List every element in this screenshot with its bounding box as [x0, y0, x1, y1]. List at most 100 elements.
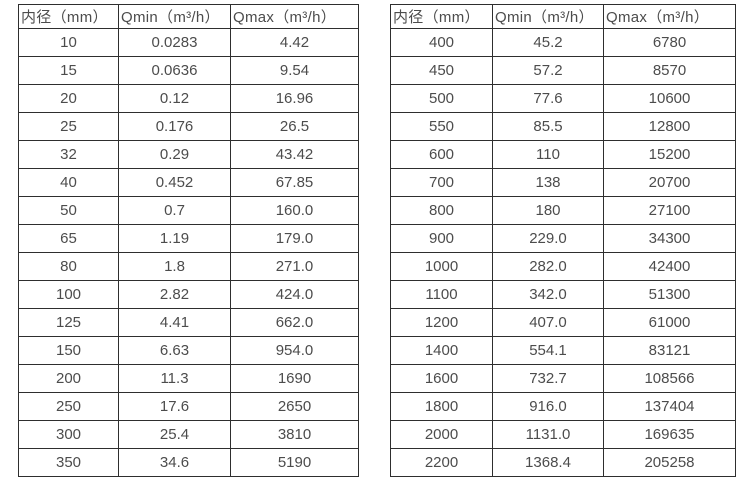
table-row: 900 229.0 34300 — [390, 224, 736, 253]
diameter-cell: 50 — [18, 196, 119, 225]
table-row: 1800 916.0 137404 — [390, 392, 736, 421]
table-row: 600 110 15200 — [390, 140, 736, 169]
table-row: 1100 342.0 51300 — [390, 280, 736, 309]
table-row: 400 45.2 6780 — [390, 28, 736, 57]
qmax-cell: 662.0 — [230, 308, 359, 337]
qmin-cell: 0.0283 — [118, 28, 231, 57]
diameter-cell: 200 — [18, 364, 119, 393]
qmax-cell: 51300 — [603, 280, 736, 309]
table-row: 2200 1368.4 205258 — [390, 448, 736, 477]
qmin-cell: 1368.4 — [492, 448, 604, 477]
table-row: 10 0.0283 4.42 — [18, 28, 359, 57]
table-row: 40 0.452 67.85 — [18, 168, 359, 197]
diameter-cell: 15 — [18, 56, 119, 85]
qmin-cell: 85.5 — [492, 112, 604, 141]
table-row: 50 0.7 160.0 — [18, 196, 359, 225]
qmin-cell: 282.0 — [492, 252, 604, 281]
diameter-cell: 550 — [390, 112, 493, 141]
table-row: 1400 554.1 83121 — [390, 336, 736, 365]
diameter-cell: 600 — [390, 140, 493, 169]
qmin-cell: 0.12 — [118, 84, 231, 113]
diameter-cell: 1800 — [390, 392, 493, 421]
qmin-cell: 138 — [492, 168, 604, 197]
column-header-diameter: 内径（mm） — [18, 4, 119, 29]
qmax-cell: 3810 — [230, 420, 359, 449]
qmin-cell: 34.6 — [118, 448, 231, 477]
qmax-cell: 26.5 — [230, 112, 359, 141]
qmin-cell: 229.0 — [492, 224, 604, 253]
diameter-cell: 1200 — [390, 308, 493, 337]
qmin-cell: 77.6 — [492, 84, 604, 113]
qmax-cell: 61000 — [603, 308, 736, 337]
qmax-cell: 83121 — [603, 336, 736, 365]
qmax-cell: 42400 — [603, 252, 736, 281]
qmax-cell: 954.0 — [230, 336, 359, 365]
table-row: 200 11.3 1690 — [18, 364, 359, 393]
diameter-cell: 450 — [390, 56, 493, 85]
qmax-cell: 137404 — [603, 392, 736, 421]
qmax-cell: 12800 — [603, 112, 736, 141]
qmin-cell: 0.29 — [118, 140, 231, 169]
qmin-cell: 180 — [492, 196, 604, 225]
qmax-cell: 8570 — [603, 56, 736, 85]
qmax-cell: 179.0 — [230, 224, 359, 253]
qmax-cell: 2650 — [230, 392, 359, 421]
qmax-cell: 160.0 — [230, 196, 359, 225]
column-header-qmax: Qmax（m³/h） — [230, 4, 359, 29]
table-row: 150 6.63 954.0 — [18, 336, 359, 365]
diameter-cell: 150 — [18, 336, 119, 365]
qmax-cell: 27100 — [603, 196, 736, 225]
qmin-cell: 0.0636 — [118, 56, 231, 85]
qmax-cell: 15200 — [603, 140, 736, 169]
diameter-cell: 900 — [390, 224, 493, 253]
table-row: 1600 732.7 108566 — [390, 364, 736, 393]
table-row: 450 57.2 8570 — [390, 56, 736, 85]
table-row: 80 1.8 271.0 — [18, 252, 359, 281]
qmin-cell: 916.0 — [492, 392, 604, 421]
table-row: 125 4.41 662.0 — [18, 308, 359, 337]
diameter-cell: 2000 — [390, 420, 493, 449]
qmax-cell: 205258 — [603, 448, 736, 477]
qmax-cell: 20700 — [603, 168, 736, 197]
diameter-cell: 500 — [390, 84, 493, 113]
diameter-cell: 1400 — [390, 336, 493, 365]
qmin-cell: 554.1 — [492, 336, 604, 365]
diameter-cell: 300 — [18, 420, 119, 449]
table-row: 25 0.176 26.5 — [18, 112, 359, 141]
flow-spec-table-large-diameters: 内径（mm） Qmin（m³/h） Qmax（m³/h） 400 45.2 6780 450… — [390, 4, 736, 477]
diameter-cell: 2200 — [390, 448, 493, 477]
column-header-diameter: 内径（mm） — [390, 4, 493, 29]
qmin-cell: 11.3 — [118, 364, 231, 393]
diameter-cell: 32 — [18, 140, 119, 169]
qmax-cell: 1690 — [230, 364, 359, 393]
diameter-cell: 350 — [18, 448, 119, 477]
diameter-cell: 10 — [18, 28, 119, 57]
qmin-cell: 57.2 — [492, 56, 604, 85]
diameter-cell: 65 — [18, 224, 119, 253]
qmin-cell: 0.452 — [118, 168, 231, 197]
qmin-cell: 110 — [492, 140, 604, 169]
qmin-cell: 342.0 — [492, 280, 604, 309]
qmin-cell: 732.7 — [492, 364, 604, 393]
qmax-cell: 10600 — [603, 84, 736, 113]
header-row: 内径（mm） Qmin（m³/h） Qmax（m³/h） — [390, 4, 736, 29]
header-row: 内径（mm） Qmin（m³/h） Qmax（m³/h） — [18, 4, 359, 29]
diameter-cell: 80 — [18, 252, 119, 281]
table-row: 15 0.0636 9.54 — [18, 56, 359, 85]
table-row: 20 0.12 16.96 — [18, 84, 359, 113]
table-row: 65 1.19 179.0 — [18, 224, 359, 253]
qmax-cell: 169635 — [603, 420, 736, 449]
table-row: 500 77.6 10600 — [390, 84, 736, 113]
table-row: 300 25.4 3810 — [18, 420, 359, 449]
table-row: 32 0.29 43.42 — [18, 140, 359, 169]
qmax-cell: 34300 — [603, 224, 736, 253]
qmax-cell: 43.42 — [230, 140, 359, 169]
column-header-qmax: Qmax（m³/h） — [603, 4, 736, 29]
qmax-cell: 271.0 — [230, 252, 359, 281]
qmin-cell: 1.19 — [118, 224, 231, 253]
table-row: 2000 1131.0 169635 — [390, 420, 736, 449]
diameter-cell: 800 — [390, 196, 493, 225]
qmax-cell: 67.85 — [230, 168, 359, 197]
qmin-cell: 25.4 — [118, 420, 231, 449]
